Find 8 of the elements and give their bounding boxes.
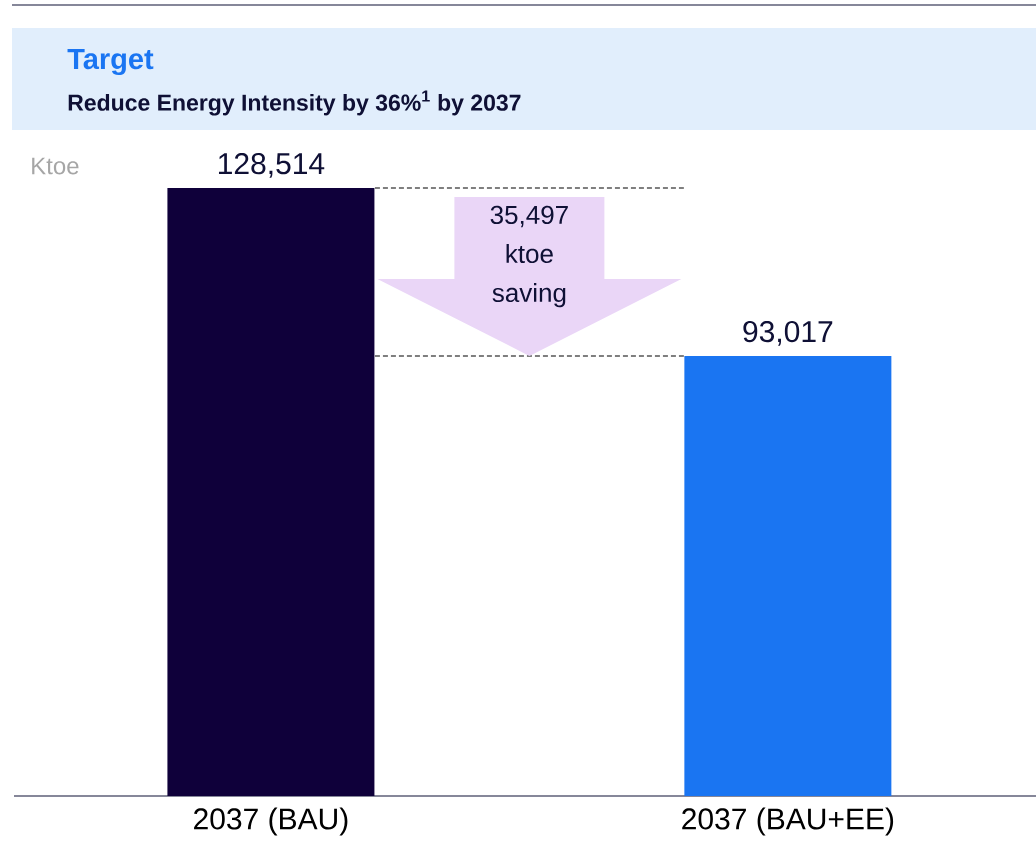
x-tick-label: 2037 (BAU+EE) bbox=[682, 807, 894, 836]
data-label: 128,514 bbox=[218, 153, 325, 178]
y-axis-title: Ktoe bbox=[32, 157, 79, 175]
x-tick-label: 2037 (BAU) bbox=[194, 807, 348, 836]
chart-subtitle: Reduce Energy Intensity by 36%$^{1}$ by 2037 bbox=[68, 90, 521, 116]
chart-title: Target bbox=[67, 48, 154, 76]
annotation: 35,497 ktoe saving bbox=[490, 205, 568, 308]
data-label: 93,017 bbox=[743, 320, 833, 346]
